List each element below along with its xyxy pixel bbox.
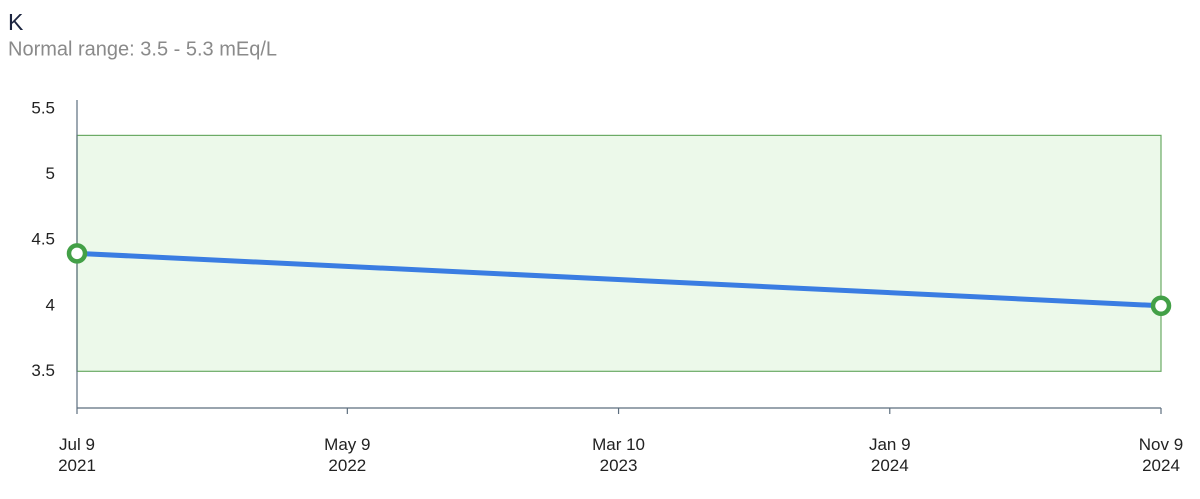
- y-tick-label: 5: [46, 164, 55, 183]
- data-point: [1150, 295, 1172, 317]
- x-tick-label-line: 2023: [600, 456, 638, 475]
- x-tick-label: Mar 10 2023: [592, 435, 645, 475]
- x-tick-label: Jan 9 2024: [869, 435, 911, 475]
- chart-subtitle: Normal range: 3.5 - 5.3 mEq/L: [8, 38, 277, 60]
- x-tick-label-line: Mar 10: [592, 435, 645, 454]
- y-tick-label: 3.5: [31, 361, 55, 380]
- y-tick-label: 4: [46, 295, 55, 314]
- x-tick-label: Nov 9 2024: [1139, 435, 1183, 475]
- chart-title: K: [8, 9, 24, 35]
- data-line: [74, 250, 1164, 309]
- x-tick-label-line: 2024: [871, 456, 909, 475]
- y-tick-label: 5.5: [31, 99, 55, 118]
- x-tick-label-line: Nov 9: [1139, 435, 1183, 454]
- x-tick-label-line: 2021: [58, 456, 96, 475]
- x-tick-label-line: Jan 9: [869, 435, 911, 454]
- x-tick-label-line: May 9: [324, 435, 370, 454]
- x-tick-label: May 9 2022: [324, 435, 370, 475]
- y-tick-label: 4.5: [31, 230, 55, 249]
- x-tick-label-line: Jul 9: [59, 435, 95, 454]
- data-point: [66, 243, 88, 264]
- x-tick-label: Jul 9 2021: [58, 435, 96, 475]
- normal-range: [76, 134, 1162, 372]
- x-tick-label-line: 2022: [328, 456, 366, 475]
- x-tick-label-line: 2024: [1142, 456, 1180, 475]
